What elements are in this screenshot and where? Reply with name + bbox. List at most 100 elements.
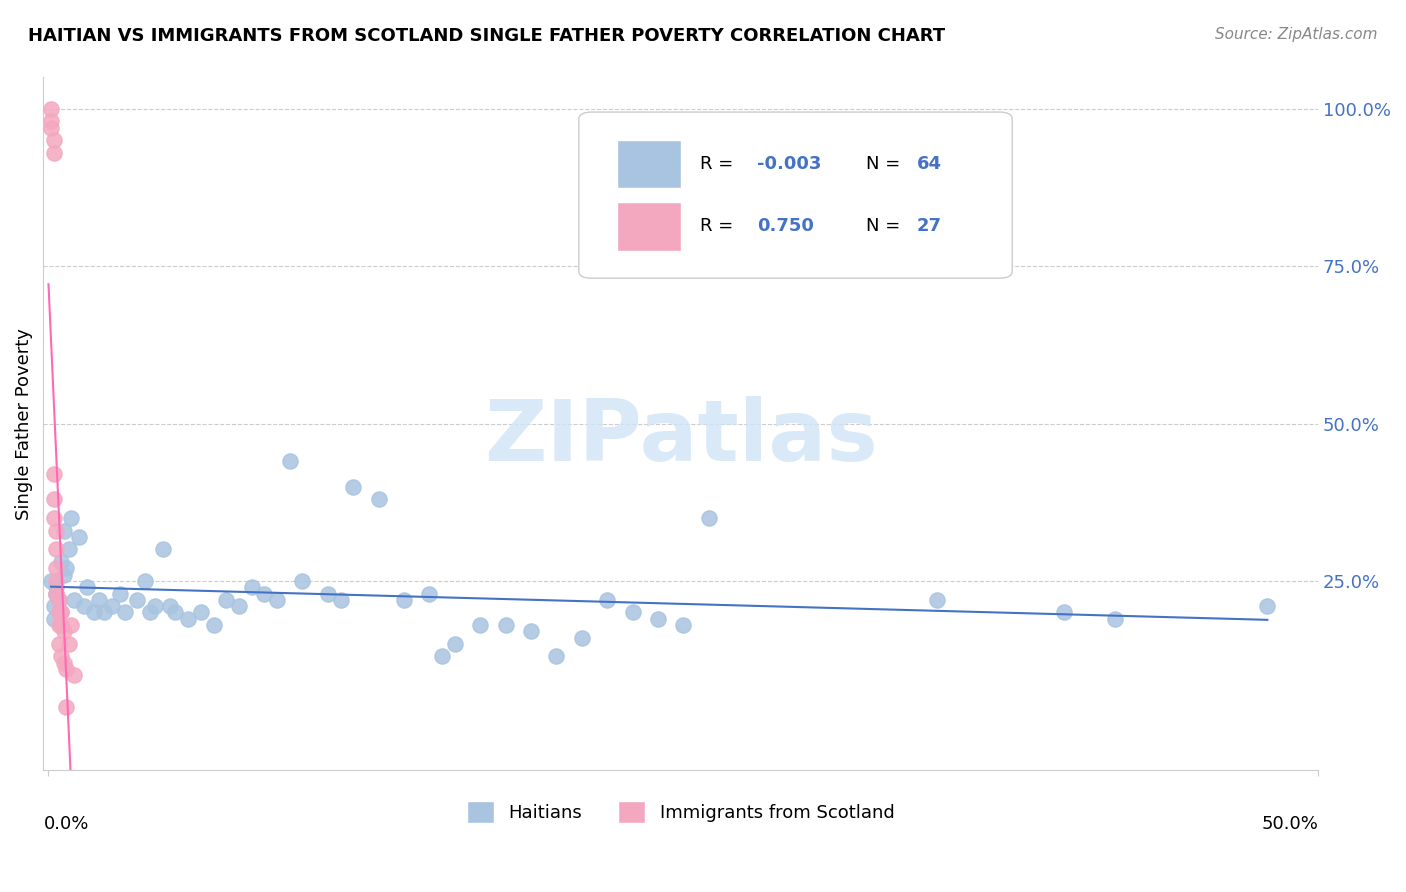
Point [73,599,96,614]
Point [39,102,62,116]
Point [253,586,276,600]
Point [51,555,73,569]
Point [52,524,75,538]
Point [114,606,136,620]
Point [58,542,80,557]
Point [342,479,364,493]
Point [45,574,67,588]
Text: R =: R = [700,218,740,235]
Point [83,606,105,620]
Point [93,606,115,620]
Text: ZIPatlas: ZIPatlas [484,396,877,479]
Point [76,580,98,594]
Point [48,618,70,632]
Point [51,618,73,632]
Point [430,649,453,664]
Point [159,599,181,614]
Point [55,662,77,676]
Point [52,624,75,639]
Point [101,599,124,614]
Point [42,492,65,507]
Point [177,612,200,626]
Point [48,606,70,620]
Point [45,542,67,557]
Point [316,586,339,600]
Point [89,592,111,607]
Point [367,492,389,507]
Point [48,592,70,607]
Legend: Haitians, Immigrants from Scotland: Haitians, Immigrants from Scotland [460,794,901,830]
Point [240,580,263,594]
Point [42,511,65,525]
Text: HAITIAN VS IMMIGRANTS FROM SCOTLAND SINGLE FATHER POVERTY CORRELATION CHART: HAITIAN VS IMMIGRANTS FROM SCOTLAND SING… [28,27,945,45]
Point [443,637,465,651]
Point [63,592,86,607]
Text: N =: N = [866,218,905,235]
Point [190,606,212,620]
Point [55,699,77,714]
Point [60,618,83,632]
Point [470,618,492,632]
Text: 0.0%: 0.0% [44,814,89,833]
Point [228,599,250,614]
Point [202,618,225,632]
Point [42,599,65,614]
Point [127,592,149,607]
Point [278,454,301,468]
Point [39,120,62,135]
Point [39,114,62,128]
Point [48,592,70,607]
Point [45,586,67,600]
Point [52,567,75,582]
Point [58,637,80,651]
Point [52,656,75,670]
Point [67,530,90,544]
Point [1053,606,1076,620]
Text: Source: ZipAtlas.com: Source: ZipAtlas.com [1215,27,1378,42]
Point [647,612,669,626]
Point [546,649,568,664]
Point [291,574,314,588]
Point [45,580,67,594]
Point [1256,599,1278,614]
Point [165,606,187,620]
FancyBboxPatch shape [579,112,1012,278]
Point [42,612,65,626]
Point [621,606,644,620]
Point [520,624,543,639]
Point [152,542,174,557]
Text: 64: 64 [917,155,942,173]
Point [42,133,65,147]
Point [266,592,288,607]
Point [48,637,70,651]
Bar [617,202,681,251]
Point [45,561,67,575]
Point [495,618,517,632]
Point [42,467,65,481]
Point [215,592,238,607]
Point [48,592,70,607]
Point [45,524,67,538]
Point [45,586,67,600]
Point [392,592,415,607]
Point [39,574,62,588]
Y-axis label: Single Father Poverty: Single Father Poverty [15,327,32,519]
Point [329,592,352,607]
Point [108,586,131,600]
Point [51,649,73,664]
Point [60,511,83,525]
Point [139,606,162,620]
Text: 50.0%: 50.0% [1261,814,1319,833]
Point [418,586,440,600]
Point [927,592,949,607]
Point [63,668,86,682]
Point [45,586,67,600]
Text: -0.003: -0.003 [758,155,821,173]
Bar [617,140,681,188]
Point [143,599,166,614]
Point [571,631,593,645]
Text: N =: N = [866,155,905,173]
Point [596,592,619,607]
Point [1104,612,1126,626]
Point [672,618,695,632]
